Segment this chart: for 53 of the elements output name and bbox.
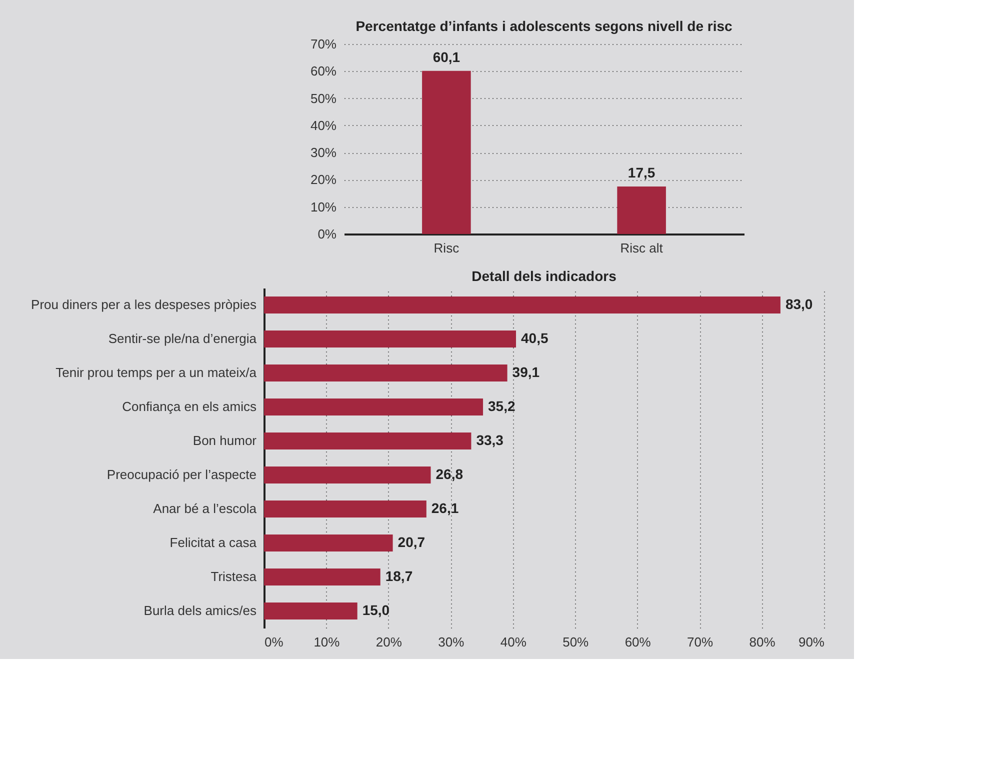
data-label: 83,0: [785, 296, 813, 312]
data-label: 33,3: [476, 432, 504, 448]
x-tick-label: 80%: [749, 634, 776, 650]
data-label: 60,1: [432, 48, 460, 65]
y-tick-label: Bon humor: [192, 433, 258, 448]
data-label: 26,8: [436, 466, 464, 482]
data-label: 35,2: [488, 398, 516, 414]
x-tick-label: 90%: [798, 634, 825, 650]
data-label: 39,1: [512, 364, 540, 380]
y-tick-label: Sentir-se ple/na d’energia: [108, 331, 258, 346]
y-tick-label: Preocupació per l’aspecte: [106, 467, 256, 482]
bar: [264, 398, 484, 416]
y-tick-label: Anar bé a l’escola: [153, 501, 258, 516]
bar: [264, 500, 426, 518]
bar: [264, 534, 393, 552]
x-tick-label: 50%: [562, 634, 590, 650]
y-tick-label: Felicitat a casa: [170, 535, 258, 550]
y-tick-label: 30%: [310, 145, 337, 160]
bar: [264, 602, 358, 620]
y-tick-label: 20%: [310, 172, 337, 188]
x-tick-label: 20%: [376, 634, 402, 650]
y-tick-label: Tenir prou temps per a un mateix/a: [56, 365, 258, 380]
bar: [264, 296, 780, 314]
y-tick-label: 40%: [310, 118, 337, 133]
bar: [264, 364, 508, 382]
bar: [264, 432, 472, 450]
data-label: 17,5: [628, 164, 656, 180]
y-tick-label: 50%: [310, 90, 337, 106]
x-tick-label: 60%: [624, 634, 652, 650]
x-tick-label: 30%: [438, 634, 465, 650]
data-label: 40,5: [521, 330, 548, 346]
y-tick-label: 70%: [310, 36, 337, 52]
x-tick-label: Risc alt: [620, 240, 664, 256]
bar: [264, 568, 380, 586]
y-tick-label: 60%: [310, 64, 337, 79]
x-tick-label: 40%: [500, 634, 527, 650]
y-tick-label: 10%: [310, 199, 337, 214]
chart-title: Percentatge d’infants i adolescents segons nivell de risc: [356, 18, 732, 34]
data-label: 18,7: [385, 568, 413, 584]
y-tick-label: Prou diners per a les despeses pròpies: [31, 297, 257, 312]
bar: [264, 330, 516, 348]
y-tick-label: Burla dels amics/es: [144, 603, 257, 618]
y-tick-label: 0%: [318, 226, 337, 242]
data-label: 20,7: [398, 534, 426, 550]
x-tick-label: Risc: [434, 240, 460, 256]
x-tick-label: 0%: [264, 634, 284, 650]
bar: [264, 466, 431, 484]
y-tick-label: Tristesa: [210, 569, 258, 584]
chart-title: Detall dels indicadors: [472, 268, 617, 284]
y-tick-label: Confiança en els amics: [122, 399, 257, 414]
data-label: 15,0: [362, 602, 390, 618]
x-tick-label: 70%: [687, 634, 714, 650]
data-label: 26,1: [431, 500, 459, 516]
